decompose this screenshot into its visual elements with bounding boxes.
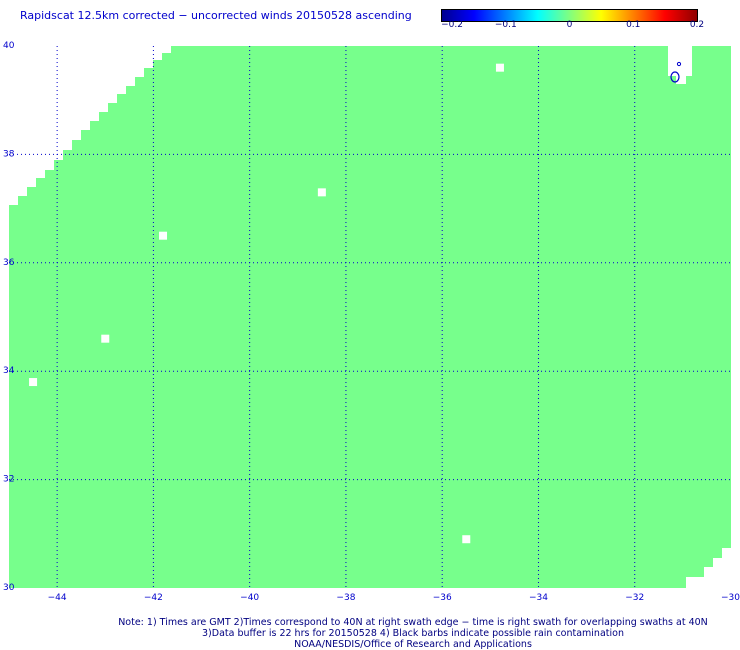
missing-cell [159,231,168,240]
island-layer [670,61,682,83]
lat-tick-label: 32 [3,475,14,485]
wind-difference-map: 403836343230−44−42−40−38−36−34−32−3023:5… [3,41,740,600]
missing-cell [29,378,38,387]
chart-title: Rapidscat 12.5km corrected − uncorrected… [20,9,412,22]
lat-tick-label: 30 [3,583,15,593]
missing-cell [101,334,110,343]
island-gap [676,76,686,84]
swath-layer [9,46,731,588]
axis-labels: 403836343230−44−42−40−38−36−34−32−3023:5… [3,41,740,600]
missing-cell [317,188,326,197]
colorbar-tick: 0.2 [689,20,705,30]
colorbar-tick: −0.1 [494,20,517,30]
colorbar-tick: 0.1 [626,20,641,30]
missing-cell [462,535,471,544]
missing-cell [495,63,504,72]
swath-area [9,46,731,588]
lat-tick-label: 34 [3,366,15,376]
lon-tick-label: −44 [48,593,67,600]
island-outline [676,61,682,67]
lon-tick-label: −40 [240,593,259,600]
lon-tick-label: −42 [144,593,163,600]
grid-lines [9,46,731,588]
footnote-line-3: NOAA/NESDIS/Office of Research and Appli… [294,639,532,650]
island-gap [668,46,692,76]
lat-tick-label: 40 [3,41,15,51]
lon-tick-label: −32 [625,593,644,600]
lat-tick-label: 36 [3,258,15,268]
missing-data-layer [29,46,692,544]
colorbar-tick: 0 [566,20,573,30]
colorbar-tick: −0.2 [441,20,463,30]
footnote-line-2: 3)Data buffer is 22 hrs for 20150528 4) … [202,628,624,639]
colorbar [441,9,698,22]
footnote-line-1: Note: 1) Times are GMT 2)Times correspon… [118,617,708,628]
lon-tick-label: −38 [336,593,355,600]
lon-tick-label: −36 [433,593,452,600]
lat-tick-label: 38 [3,149,15,159]
lon-tick-label: −34 [529,593,548,600]
lon-tick-label: −30 [721,593,740,600]
island-outline [670,71,680,83]
